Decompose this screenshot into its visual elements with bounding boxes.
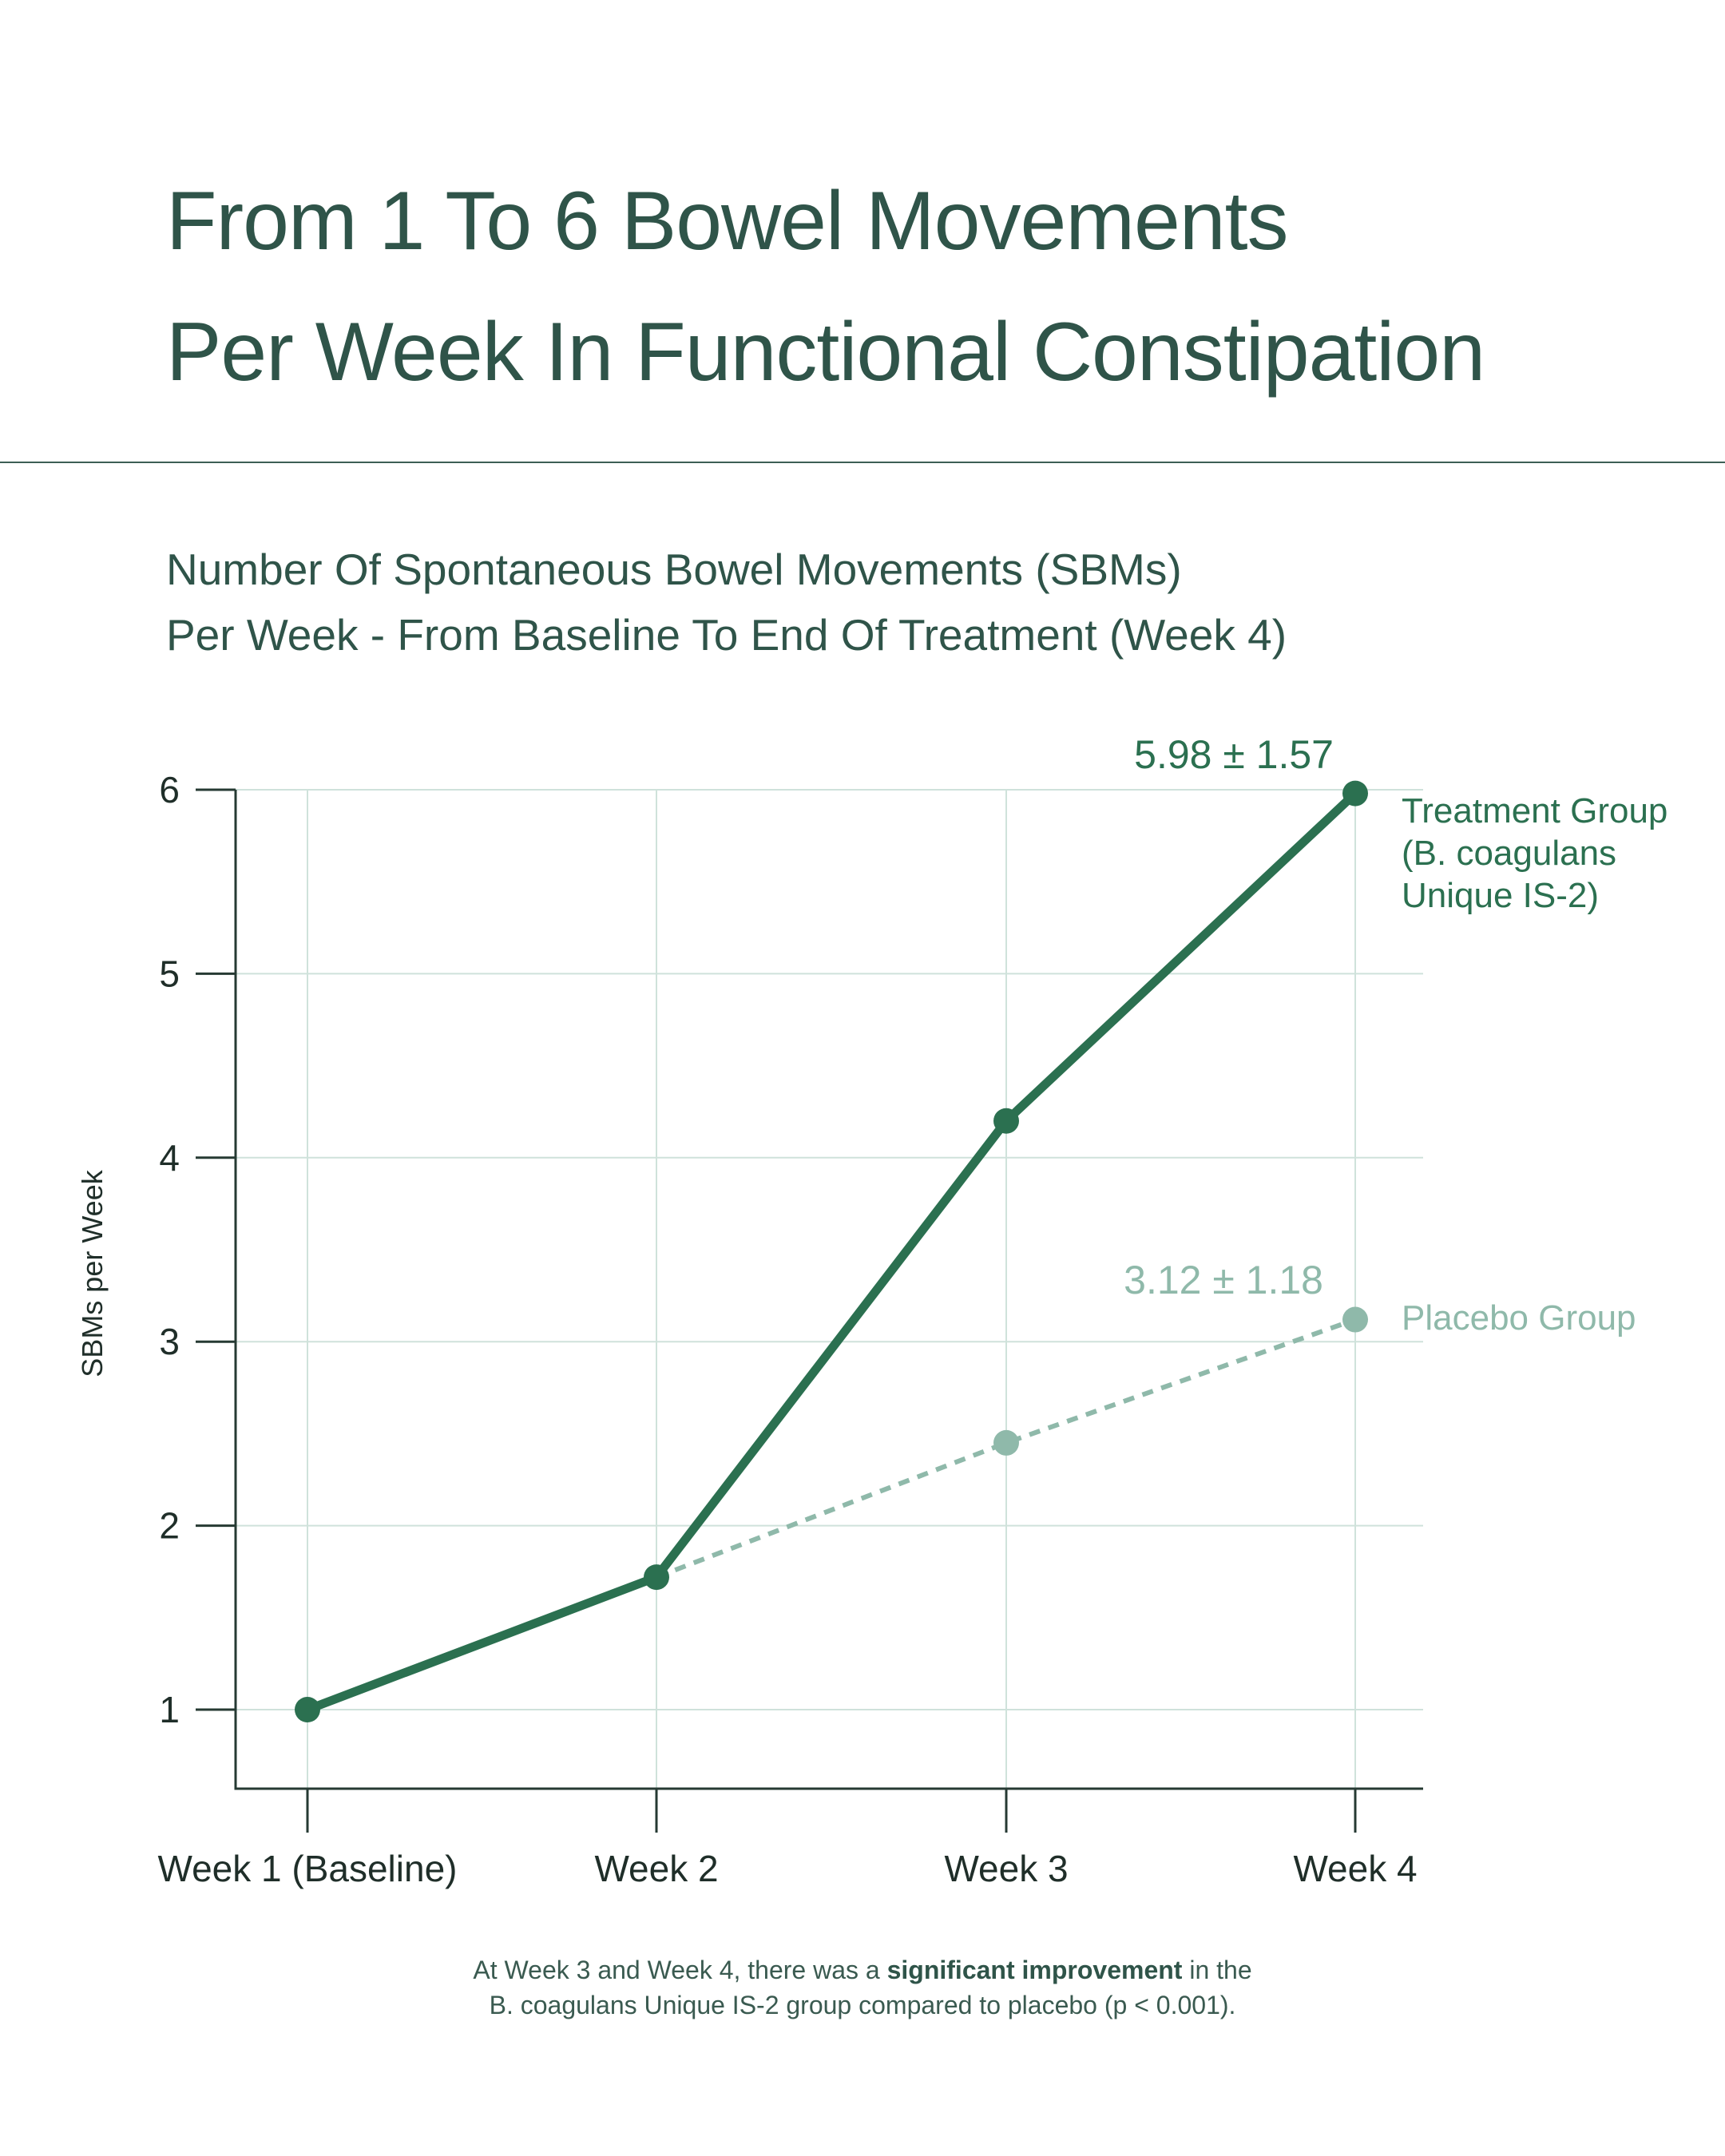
y-tick-label: 4 (159, 1137, 180, 1179)
footnote-line-2: B. coagulans Unique IS-2 group compared … (489, 1991, 1236, 2019)
page-title: From 1 To 6 Bowel Movements Per Week In … (166, 156, 1683, 418)
y-axis-label: SBMs per Week (76, 1169, 109, 1377)
y-tick-label: 5 (159, 953, 180, 994)
treatment-series-line (303, 789, 1360, 1714)
treatment-data-point (1342, 780, 1368, 807)
treatment-series-name: Treatment Group (B. coagulans Unique IS-2) (1402, 791, 1668, 915)
treatment-series-name-line: Unique IS-2) (1402, 876, 1599, 915)
chart-ticks: 1 2 3 4 5 6 Week 1 (Baseline) Week 2 Week 3 Week … (158, 769, 1418, 1889)
treatment-data-point (993, 1108, 1019, 1134)
chart-labels: SBMs per Week 5.98 ± 1.57 3.12 ± 1.18 Treat… (76, 732, 1668, 1377)
placebo-series-line (655, 1317, 1356, 1579)
x-tick-label: Week 3 (944, 1848, 1068, 1889)
placebo-series-name: Placebo Group (1402, 1298, 1636, 1338)
placebo-value-label: 3.12 ± 1.18 (1124, 1258, 1323, 1302)
footnote-line-1: At Week 3 and Week 4, there was a signif… (473, 1956, 1252, 1984)
chart-title: Number Of Spontaneous Bowel Movements (S… (166, 537, 1604, 668)
page-title-line-2: Per Week In Functional Constipation (166, 306, 1485, 398)
treatment-series-name-line: Treatment Group (1402, 791, 1668, 830)
x-tick-label: Week 1 (Baseline) (158, 1848, 458, 1889)
treatment-data-point (644, 1564, 669, 1591)
page-title-line-1: From 1 To 6 Bowel Movements (166, 175, 1289, 268)
footnote-emphasis: significant improvement (886, 1956, 1183, 1984)
chart-title-line-2: Per Week - From Baseline To End Of Treat… (166, 610, 1287, 660)
title-divider (0, 462, 1725, 463)
chart-series (295, 780, 1368, 1722)
treatment-series-name-line: (B. coagulans (1402, 834, 1616, 873)
treatment-data-point (295, 1697, 320, 1722)
line-chart: 1 2 3 4 5 6 Week 1 (Baseline) Week 2 Week 3 Week … (76, 732, 1668, 1889)
y-tick-label: 6 (159, 769, 180, 810)
chart-axes (234, 790, 1423, 1790)
y-tick-label: 3 (159, 1321, 180, 1362)
footnote: At Week 3 and Week 4, there was a signif… (0, 1952, 1725, 2023)
y-tick-label: 1 (159, 1689, 180, 1730)
treatment-value-label: 5.98 ± 1.57 (1134, 732, 1334, 777)
chart-title-line-1: Number Of Spontaneous Bowel Movements (S… (166, 545, 1182, 594)
x-tick-label: Week 4 (1293, 1848, 1417, 1889)
placebo-data-point (1342, 1306, 1368, 1333)
chart-grid (236, 789, 1423, 1789)
y-tick-label: 2 (159, 1505, 180, 1547)
placebo-data-point (993, 1429, 1019, 1456)
x-tick-label: Week 2 (594, 1848, 718, 1889)
